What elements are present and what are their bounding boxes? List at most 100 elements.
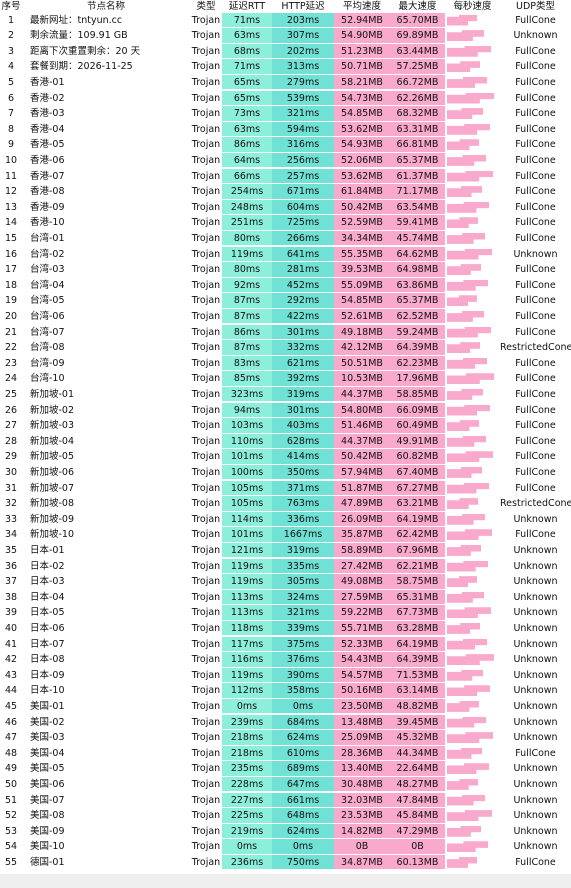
cell: Unknown: [513, 685, 558, 697]
cell: 44.34MB: [390, 745, 445, 762]
cell: Trojan: [191, 794, 221, 806]
cell: 390ms: [272, 667, 334, 684]
cell: 42.12MB: [334, 340, 390, 356]
cell: 10.53MB: [334, 371, 390, 387]
speed-sparkline: [445, 309, 500, 324]
cell: 203ms: [272, 12, 334, 29]
speed-sparkline: [445, 28, 500, 43]
cell: Trojan: [191, 326, 221, 338]
sparkline-fill: [447, 778, 478, 790]
sparkline-fill: [447, 310, 484, 322]
cell: 45.74MB: [390, 230, 445, 247]
cell: 日本-06: [30, 622, 65, 634]
speed-sparkline: [445, 278, 500, 293]
cell: 628ms: [272, 433, 334, 450]
cell: 52: [4, 810, 18, 822]
speed-sparkline: [445, 91, 500, 106]
cell: FullCone: [515, 373, 556, 385]
sparkline-fill: [447, 435, 486, 447]
cell: Unknown: [513, 30, 558, 42]
cell: 281ms: [272, 262, 334, 278]
speed-sparkline: [445, 730, 500, 745]
cell: 422ms: [272, 308, 334, 325]
cell: 33: [4, 513, 18, 525]
cell: 台湾-05: [30, 295, 65, 307]
cell: 45.84MB: [390, 808, 445, 824]
speed-sparkline: [445, 590, 500, 605]
cell: 105ms: [222, 496, 272, 512]
cell: Trojan: [191, 435, 221, 447]
cell: 59.41MB: [390, 215, 445, 231]
speed-sparkline: [445, 527, 500, 542]
cell: 647ms: [272, 776, 334, 793]
cell: 414ms: [272, 449, 334, 465]
cell: 44.37MB: [334, 386, 390, 403]
speed-sparkline: [445, 169, 500, 184]
cell: 227ms: [222, 792, 272, 809]
cell: 332ms: [272, 340, 334, 356]
sparkline-fill: [447, 388, 483, 400]
cell: Trojan: [191, 482, 221, 494]
cell: Unknown: [513, 732, 558, 744]
cell: Trojan: [191, 295, 221, 307]
speed-sparkline: [445, 44, 500, 59]
sparkline-fill: [447, 825, 481, 837]
cell: 30.48MB: [334, 776, 390, 793]
cell: 52.59MB: [334, 215, 390, 231]
cell: 香港-03: [30, 108, 65, 120]
speed-sparkline: [445, 574, 500, 589]
header-cell: HTTP延迟: [281, 1, 325, 12]
cell: 美国-09: [30, 825, 65, 837]
cell: Trojan: [191, 108, 221, 120]
cell: 34.34MB: [334, 230, 390, 247]
cell: 36: [4, 560, 18, 572]
cell: 日本-01: [30, 544, 65, 556]
cell: 19: [4, 295, 18, 307]
cell: 236ms: [222, 854, 272, 871]
cell: 52.94MB: [334, 12, 390, 29]
cell: FullCone: [515, 357, 556, 369]
cell: Unknown: [513, 716, 558, 728]
sparkline-fill: [447, 373, 494, 385]
cell: 27: [4, 420, 18, 432]
cell: 47.84MB: [390, 792, 445, 809]
cell: 新加坡-06: [30, 466, 75, 478]
sparkline-fill: [447, 404, 490, 416]
cell: 4: [7, 61, 15, 73]
cell: Trojan: [191, 14, 221, 26]
cell: 26: [4, 404, 18, 416]
cell: 54.57MB: [334, 667, 390, 684]
cell: 55.35MB: [334, 246, 390, 263]
cell: 1667ms: [272, 527, 334, 543]
cell: 23.50MB: [334, 698, 390, 715]
speed-sparkline: [445, 824, 500, 839]
sparkline-fill: [447, 622, 480, 634]
footer-bar: [0, 874, 571, 888]
cell: 50.16MB: [334, 683, 390, 699]
cell: 621ms: [272, 355, 334, 372]
sparkline-fill: [447, 607, 491, 619]
cell: 62.23MB: [390, 355, 445, 372]
cell: 美国-07: [30, 794, 65, 806]
speed-sparkline: [445, 75, 500, 90]
cell: 58.75MB: [390, 574, 445, 590]
sparkline-fill: [447, 732, 493, 744]
cell: 27.59MB: [334, 589, 390, 606]
cell: 6: [7, 92, 15, 104]
cell: 0ms: [272, 698, 334, 715]
cell: 美国-04: [30, 747, 65, 759]
cell: FullCone: [515, 170, 556, 182]
cell: FullCone: [515, 295, 556, 307]
cell: 51.87MB: [334, 480, 390, 497]
cell: 30: [4, 466, 18, 478]
cell: 119ms: [222, 574, 272, 590]
cell: 87ms: [222, 293, 272, 309]
cell: 100ms: [222, 464, 272, 481]
cell: 17.96MB: [390, 371, 445, 387]
cell: 48: [4, 747, 18, 759]
cell: 64.39MB: [390, 652, 445, 668]
cell: 239ms: [222, 714, 272, 731]
sparkline-fill: [447, 700, 479, 712]
sparkline-fill: [447, 326, 491, 338]
cell: Unknown: [513, 810, 558, 822]
